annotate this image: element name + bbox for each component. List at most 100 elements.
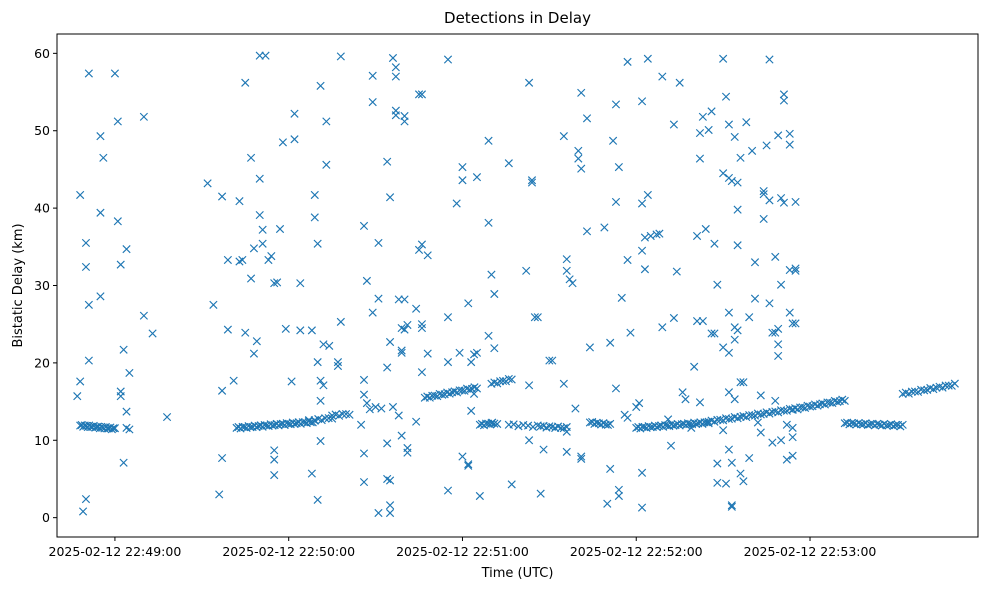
data-point-x-marker <box>771 396 780 405</box>
data-point-x-marker <box>423 349 432 358</box>
data-point-x-marker <box>637 246 647 255</box>
data-point-x-marker <box>614 162 623 172</box>
data-point-x-marker <box>270 455 279 464</box>
data-point-x-marker <box>412 417 421 426</box>
data-point-x-marker <box>484 218 493 227</box>
data-point-x-marker <box>548 356 557 365</box>
data-point-x-marker <box>559 379 568 388</box>
data-point-x-marker <box>768 438 777 447</box>
data-point-x-marker <box>238 255 247 265</box>
y-axis-label: Bistatic Delay (km) <box>11 223 26 347</box>
data-point-x-marker <box>733 178 742 187</box>
data-point-x-marker <box>258 239 267 248</box>
data-point-x-marker <box>577 454 586 463</box>
data-point-x-marker <box>669 421 678 430</box>
data-point-x-marker <box>321 414 330 423</box>
data-point-x-marker <box>472 348 482 357</box>
data-point-x-marker <box>533 313 542 322</box>
data-point-x-marker <box>336 317 345 326</box>
data-point-x-marker <box>898 420 907 429</box>
data-point-x-marker <box>782 420 791 429</box>
data-point-x-marker <box>840 396 849 405</box>
data-point-x-marker <box>719 169 728 178</box>
data-point-x-marker <box>116 392 125 401</box>
data-point-x-marker <box>445 389 454 398</box>
data-point-x-marker <box>562 266 571 275</box>
data-point-x-marker <box>847 418 856 428</box>
data-point-x-marker <box>467 406 476 415</box>
data-point-x-marker <box>324 413 333 423</box>
data-point-x-marker <box>417 90 427 99</box>
data-point-x-marker <box>779 90 789 99</box>
data-point-x-marker <box>359 375 369 385</box>
data-point-x-marker <box>643 54 652 63</box>
data-point-x-marker <box>217 386 227 395</box>
data-point-x-marker <box>695 154 705 163</box>
data-point-x-marker <box>385 508 395 518</box>
data-point-x-marker <box>470 383 479 392</box>
data-point-x-marker <box>698 316 707 326</box>
data-point-x-marker <box>687 423 696 432</box>
data-point-x-marker <box>765 299 774 308</box>
data-point-x-marker <box>771 252 780 261</box>
data-point-x-marker <box>941 381 950 390</box>
data-point-x-marker <box>733 326 742 335</box>
data-point-x-marker <box>403 320 412 330</box>
data-point-x-marker <box>383 363 392 372</box>
data-point-x-marker <box>417 240 427 249</box>
data-point-x-marker <box>524 78 534 87</box>
data-point-x-marker <box>782 455 791 464</box>
data-point-x-marker <box>721 479 731 488</box>
data-point-x-marker <box>249 244 259 253</box>
data-point-x-marker <box>296 279 305 288</box>
data-point-x-marker <box>394 295 403 304</box>
data-point-x-marker <box>574 146 583 155</box>
data-point-x-marker <box>719 54 728 63</box>
data-point-x-marker <box>736 378 745 387</box>
data-point-x-marker <box>255 51 264 60</box>
data-point-x-marker <box>472 384 482 393</box>
data-point-x-marker <box>313 495 322 504</box>
data-point-x-marker <box>333 358 343 367</box>
data-point-x-marker <box>319 381 328 390</box>
data-point-x-marker <box>391 111 400 120</box>
data-point-x-marker <box>637 97 647 106</box>
data-point-x-marker <box>270 446 279 455</box>
data-point-x-marker <box>719 426 728 435</box>
data-point-x-marker <box>403 448 412 457</box>
data-point-x-marker <box>162 412 172 422</box>
data-point-x-marker <box>863 420 873 430</box>
data-point-x-marker <box>235 197 244 206</box>
data-point-x-marker <box>336 52 345 61</box>
data-point-x-marker <box>122 407 131 416</box>
data-point-x-marker <box>267 251 276 261</box>
data-point-x-marker <box>490 289 499 299</box>
y-tick-label: 30 <box>34 278 50 293</box>
data-point-x-marker <box>707 107 716 116</box>
data-point-x-marker <box>785 140 794 149</box>
data-point-x-marker <box>316 376 325 385</box>
data-point-x-marker <box>704 125 713 135</box>
data-point-x-marker <box>833 397 842 406</box>
data-point-x-marker <box>507 480 516 489</box>
data-point-x-marker <box>727 458 736 467</box>
data-point-x-marker <box>756 391 765 400</box>
data-point-x-marker <box>278 138 288 147</box>
data-point-x-marker <box>388 53 398 63</box>
data-point-x-marker <box>252 337 261 346</box>
data-point-x-marker <box>509 420 518 429</box>
data-point-x-marker <box>635 399 644 408</box>
data-point-x-marker <box>776 193 786 203</box>
data-point-x-marker <box>724 308 734 317</box>
data-point-x-marker <box>701 224 710 234</box>
data-point-x-marker <box>273 278 282 287</box>
data-point-x-marker <box>490 419 499 428</box>
data-point-x-marker <box>785 129 794 138</box>
y-tick-label: 60 <box>34 46 50 61</box>
data-point-x-marker <box>565 275 574 284</box>
data-point-x-marker <box>391 72 400 81</box>
data-point-x-marker <box>333 361 343 371</box>
data-point-x-marker <box>223 255 232 265</box>
data-point-x-marker <box>603 420 613 430</box>
